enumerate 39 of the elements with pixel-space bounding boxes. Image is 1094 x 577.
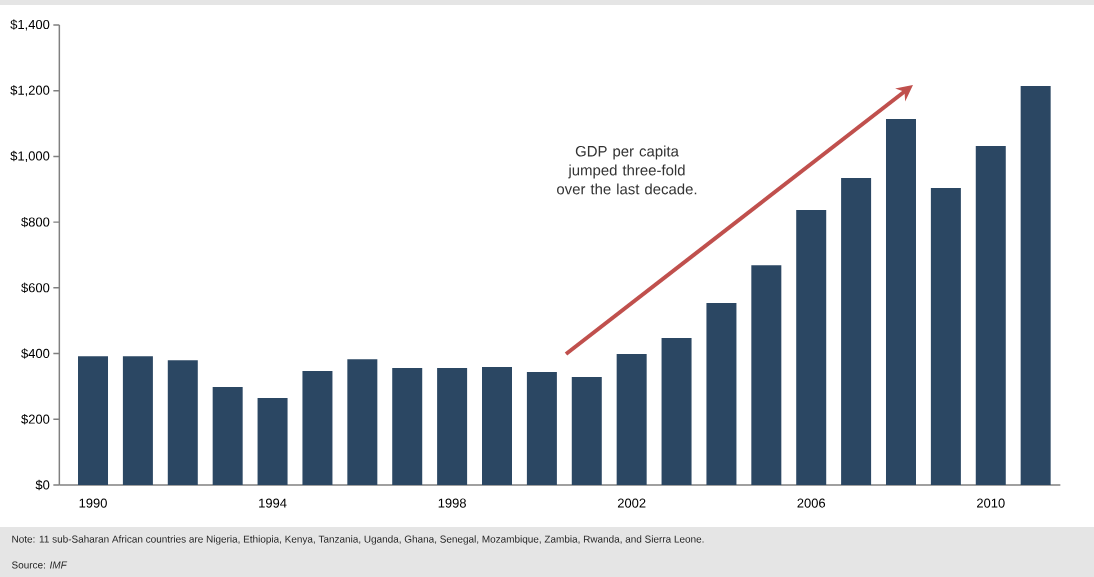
bar [212, 387, 243, 485]
bar [167, 360, 198, 485]
y-tick-label: $1,400 [10, 19, 50, 31]
bar [347, 359, 378, 485]
bar [122, 356, 153, 485]
bar [526, 371, 557, 485]
bar [302, 370, 333, 485]
bar [437, 368, 468, 485]
bar [930, 187, 961, 485]
y-tick-label: $1,200 [10, 85, 50, 97]
bar [751, 265, 782, 485]
text: Note: 11 sub-Saharan African countries are Nigeria, Ethiopia, Kenya, Tanzania, Uganda, Ghana, Senegal, Mozambique, Zambia, Rwanda, and Sierra Leone. [12, 535, 704, 545]
bar [661, 338, 692, 485]
y-tick-label: $800 [21, 216, 50, 228]
bar [392, 368, 423, 485]
bar [975, 145, 1006, 485]
y-tick-label: $0 [35, 479, 50, 491]
x-tick-label: 1990 [79, 498, 107, 508]
x-tick-label: 1998 [438, 498, 466, 508]
x-tick-label: 1994 [259, 498, 287, 508]
y-tick-label: $400 [21, 348, 50, 359]
y-tick-label: $600 [21, 282, 50, 294]
y-tick-label: $1,000 [10, 150, 50, 163]
bar [841, 178, 872, 485]
x-tick-label: 2010 [977, 498, 1005, 508]
x-tick-label: 2006 [797, 498, 826, 508]
bar [885, 118, 916, 485]
bar [796, 209, 827, 485]
bar [482, 367, 512, 485]
annotation: GDP per capita jumped three-fold over the last decade. [557, 145, 697, 195]
bar [571, 376, 602, 485]
bar [616, 353, 647, 485]
x-tick-label: 2002 [617, 498, 646, 508]
y-tick-label: $200 [21, 414, 50, 425]
bar [257, 397, 288, 485]
source-note: Source: IMF [11, 561, 68, 569]
bar [1020, 86, 1051, 485]
bar [78, 356, 109, 485]
bar [706, 302, 737, 485]
